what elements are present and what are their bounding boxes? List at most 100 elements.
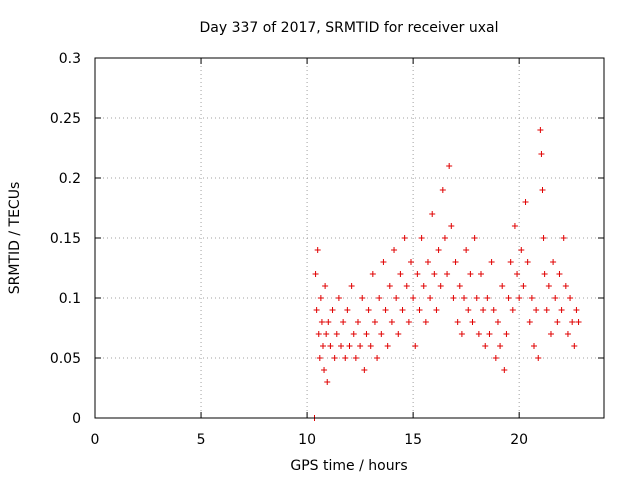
data-point [538,151,545,157]
data-point [403,283,410,289]
data-point [382,307,389,313]
data-point [501,367,508,373]
data-point [471,235,478,241]
data-point [550,259,557,265]
data-point [547,331,554,337]
data-point [446,163,453,169]
data-point [526,319,533,325]
data-point [424,259,431,265]
data-point [321,367,328,373]
data-point [325,319,332,325]
data-point [490,307,497,313]
data-point [371,319,378,325]
data-point [324,379,331,385]
data-point [454,319,461,325]
data-point [363,331,370,337]
data-point [323,331,330,337]
data-point [507,259,514,265]
data-points [311,127,582,421]
data-point [535,355,542,361]
data-point [333,331,340,337]
data-point [322,283,329,289]
data-point [439,187,446,193]
data-point [410,295,417,301]
data-point [346,343,353,349]
data-point [401,235,408,241]
data-point [541,271,548,277]
data-point [488,259,495,265]
data-point [422,319,429,325]
data-point [357,343,364,349]
data-point [463,247,470,253]
data-point [435,247,442,253]
data-point [518,247,525,253]
data-point [505,295,512,301]
data-point [545,283,552,289]
x-tick-label: 15 [404,432,422,448]
data-point [558,307,565,313]
data-point [524,259,531,265]
data-point [312,271,319,277]
y-tick-label: 0.15 [50,231,81,247]
data-point [540,235,547,241]
y-tick-label: 0.05 [50,351,81,367]
data-point [465,307,472,313]
data-point [384,343,391,349]
data-point [344,307,351,313]
data-point [405,319,412,325]
data-point [359,295,366,301]
data-point [318,319,325,325]
data-point [429,211,436,217]
data-point [319,343,326,349]
data-point [539,187,546,193]
data-point [444,271,451,277]
data-point [317,295,324,301]
data-point [516,295,523,301]
data-point [316,355,323,361]
data-point [331,355,338,361]
data-point [486,331,493,337]
data-point [327,343,334,349]
data-point [571,343,578,349]
data-point [456,283,463,289]
data-point [467,271,474,277]
y-tick-label: 0.1 [59,291,81,307]
data-point [378,331,385,337]
data-point [354,319,361,325]
data-point [533,307,540,313]
data-point [458,331,465,337]
data-point [573,307,580,313]
data-point [433,307,440,313]
data-point [482,343,489,349]
data-point [427,295,434,301]
data-point [480,307,487,313]
data-point [528,295,535,301]
data-point [431,271,438,277]
data-point [395,331,402,337]
data-point [556,271,563,277]
data-point [560,235,567,241]
data-point [391,247,398,253]
data-point [342,355,349,361]
data-point [437,283,444,289]
y-tick-label: 0.2 [59,171,81,187]
x-tick-label: 20 [510,432,528,448]
data-point [554,319,561,325]
data-point [313,307,320,313]
data-point [531,343,538,349]
data-point [367,343,374,349]
data-point [450,295,457,301]
data-point [509,307,516,313]
data-point [408,259,415,265]
data-point [475,331,482,337]
data-point [376,295,383,301]
data-point [386,283,393,289]
data-point [567,295,574,301]
data-point [340,319,347,325]
data-point [543,307,550,313]
data-point [494,319,501,325]
data-point [314,247,321,253]
data-point [473,295,480,301]
data-point [492,355,499,361]
